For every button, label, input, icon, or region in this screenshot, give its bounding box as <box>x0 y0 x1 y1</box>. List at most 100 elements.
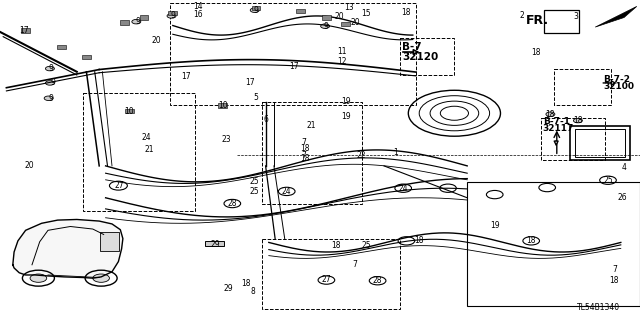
Text: 17: 17 <box>289 62 300 71</box>
Text: 9: 9 <box>170 11 175 20</box>
Bar <box>544 10 579 33</box>
Bar <box>21 28 30 33</box>
Bar <box>262 239 400 309</box>
Text: 23: 23 <box>221 135 231 144</box>
Circle shape <box>132 19 141 24</box>
Bar <box>554 69 611 105</box>
Text: 1: 1 <box>393 148 398 157</box>
Text: B-7: B-7 <box>402 42 422 52</box>
Bar <box>400 38 454 75</box>
Text: 9: 9 <box>324 22 329 31</box>
Bar <box>218 103 227 108</box>
Text: 20: 20 <box>350 18 360 27</box>
Text: 7: 7 <box>353 260 358 269</box>
Bar <box>120 20 129 25</box>
Text: 5: 5 <box>253 93 259 102</box>
Text: 9: 9 <box>49 64 54 73</box>
Text: 18: 18 <box>301 144 310 153</box>
Text: 9: 9 <box>253 6 259 15</box>
Bar <box>252 6 260 10</box>
Circle shape <box>45 81 54 85</box>
Text: 22: 22 <box>356 151 365 160</box>
Circle shape <box>321 24 330 28</box>
Text: 14: 14 <box>193 2 204 11</box>
Text: 32120: 32120 <box>402 52 438 62</box>
Bar <box>262 102 362 204</box>
Text: 18: 18 <box>610 276 619 285</box>
Circle shape <box>44 96 53 100</box>
Text: TL54B1340: TL54B1340 <box>577 303 620 312</box>
Bar <box>125 109 134 113</box>
Bar <box>341 22 350 26</box>
Text: 20: 20 <box>24 161 35 170</box>
Text: 18: 18 <box>301 154 310 163</box>
Circle shape <box>546 112 555 116</box>
Text: B-7-2: B-7-2 <box>603 75 630 84</box>
Text: 18: 18 <box>415 236 424 245</box>
Polygon shape <box>595 6 637 27</box>
Text: 2: 2 <box>519 11 524 20</box>
Circle shape <box>167 14 176 18</box>
Text: 13: 13 <box>344 3 354 11</box>
Text: 10: 10 <box>124 107 134 115</box>
Text: 3: 3 <box>573 12 579 21</box>
Text: 9: 9 <box>135 17 140 26</box>
Text: 18: 18 <box>546 110 555 119</box>
Bar <box>140 15 148 20</box>
Bar <box>57 45 66 49</box>
Bar <box>83 93 195 211</box>
Text: 32100: 32100 <box>603 82 634 91</box>
Text: 6: 6 <box>263 115 268 124</box>
Text: 25: 25 <box>603 176 613 185</box>
Text: 17: 17 <box>244 78 255 87</box>
Bar <box>170 3 416 105</box>
Text: 25: 25 <box>249 177 259 186</box>
Bar <box>322 15 331 20</box>
Text: 12: 12 <box>338 57 347 66</box>
Bar <box>541 118 605 160</box>
Text: 25: 25 <box>249 187 259 196</box>
Text: 18: 18 <box>332 241 340 250</box>
Bar <box>168 11 177 15</box>
Text: 4: 4 <box>621 163 627 172</box>
Text: 8: 8 <box>250 287 255 296</box>
Text: 7: 7 <box>301 151 307 160</box>
Circle shape <box>250 8 259 12</box>
Text: 18: 18 <box>527 236 536 245</box>
Bar <box>467 182 640 306</box>
Text: 18: 18 <box>573 116 582 125</box>
Text: 9: 9 <box>50 78 55 87</box>
Text: 18: 18 <box>242 279 251 288</box>
Text: 19: 19 <box>490 221 500 230</box>
Text: 16: 16 <box>193 10 204 19</box>
Text: 20: 20 <box>152 36 162 45</box>
Circle shape <box>45 66 54 71</box>
Circle shape <box>30 274 47 282</box>
Text: FR.: FR. <box>526 14 549 26</box>
Text: 7: 7 <box>612 265 617 274</box>
Text: 20: 20 <box>334 12 344 21</box>
Text: 29: 29 <box>223 284 233 293</box>
Polygon shape <box>13 219 123 278</box>
Text: 7: 7 <box>301 138 307 147</box>
Text: 18: 18 <box>532 48 541 57</box>
Text: 29: 29 <box>211 240 221 249</box>
Text: B-7-1: B-7-1 <box>543 117 570 126</box>
Text: 24: 24 <box>282 187 292 196</box>
Circle shape <box>573 118 582 123</box>
Text: 32117: 32117 <box>543 124 574 133</box>
Text: 24: 24 <box>141 133 151 142</box>
Text: 26: 26 <box>617 193 627 202</box>
Text: 19: 19 <box>340 97 351 106</box>
Bar <box>82 55 91 59</box>
Bar <box>570 126 630 160</box>
Text: 17: 17 <box>180 72 191 81</box>
Text: 9: 9 <box>49 94 54 103</box>
Text: 21: 21 <box>145 145 154 154</box>
Text: 21: 21 <box>307 121 316 130</box>
Text: 11: 11 <box>338 48 347 56</box>
Text: 28: 28 <box>228 199 237 208</box>
Text: 15: 15 <box>361 9 371 18</box>
Bar <box>296 9 305 13</box>
Bar <box>100 232 119 251</box>
